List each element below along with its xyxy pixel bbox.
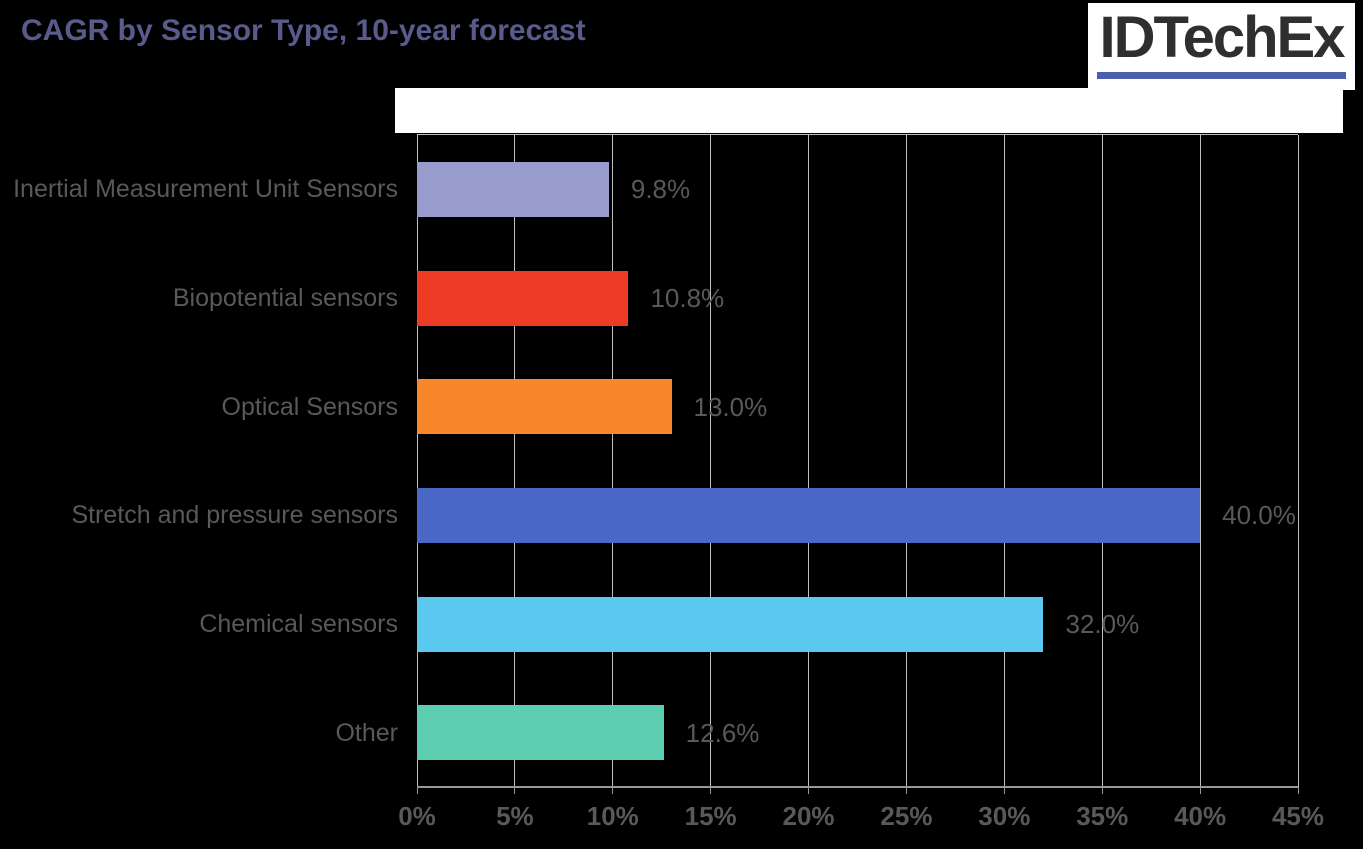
gridline [1101,135,1103,787]
value-label: 13.0% [693,391,768,422]
x-tick-label: 40% [1174,801,1227,831]
axis-tick [416,787,418,794]
axis-tick [1101,787,1103,794]
gridline [710,135,712,787]
x-tick-label: 10% [586,801,639,831]
idtechex-logo: IDTechEx [1088,3,1355,90]
gridline [1297,135,1299,787]
x-tick-label: 0% [398,801,436,831]
value-label: 32.0% [1065,609,1140,639]
logo-underline [1097,72,1346,79]
gridline [808,135,810,787]
category-label: Stretch and pressure sensors [71,501,398,530]
x-tick-label: 35% [1076,801,1129,831]
category-label: Other [335,718,398,747]
value-label: 40.0% [1222,500,1296,531]
gridline [1003,135,1005,787]
bar [417,161,609,217]
axis-tick [1199,787,1201,794]
bar [417,705,664,761]
axis-tick [808,787,810,794]
category-label: Chemical sensors [199,610,398,638]
plot-header-band [395,88,1343,133]
axis-tick [1297,787,1299,794]
category-label: Biopotential sensors [172,284,398,312]
bar [417,596,1044,652]
chart-title: CAGR by Sensor Type, 10-year forecast [21,14,586,47]
gridline [514,135,516,787]
gridline [416,135,418,787]
category-label: Optical Sensors [221,392,398,421]
bar [417,379,672,435]
category-label: Inertial Measurement Unit Sensors [13,175,398,204]
value-label: 9.8% [630,174,691,205]
x-tick-label: 25% [880,801,933,831]
logo-text: IDTechEx [1099,5,1345,70]
x-tick-label: 15% [684,801,737,831]
plot-top-border [417,134,1298,135]
value-label: 12.6% [685,717,760,748]
gridline [1199,135,1201,787]
x-tick-label: 45% [1271,801,1325,831]
gridline [905,135,907,787]
x-axis-line [417,786,1298,788]
value-label: 10.8% [650,283,725,313]
axis-tick [1003,787,1005,794]
bar [417,487,1201,543]
x-tick-label: 30% [978,801,1031,831]
x-tick-label: 5% [496,801,534,831]
axis-tick [514,787,516,794]
gridline [612,135,614,787]
axis-tick [710,787,712,794]
x-tick-label: 20% [782,801,835,831]
axis-tick [612,787,614,794]
axis-tick [905,787,907,794]
bar [417,270,629,326]
